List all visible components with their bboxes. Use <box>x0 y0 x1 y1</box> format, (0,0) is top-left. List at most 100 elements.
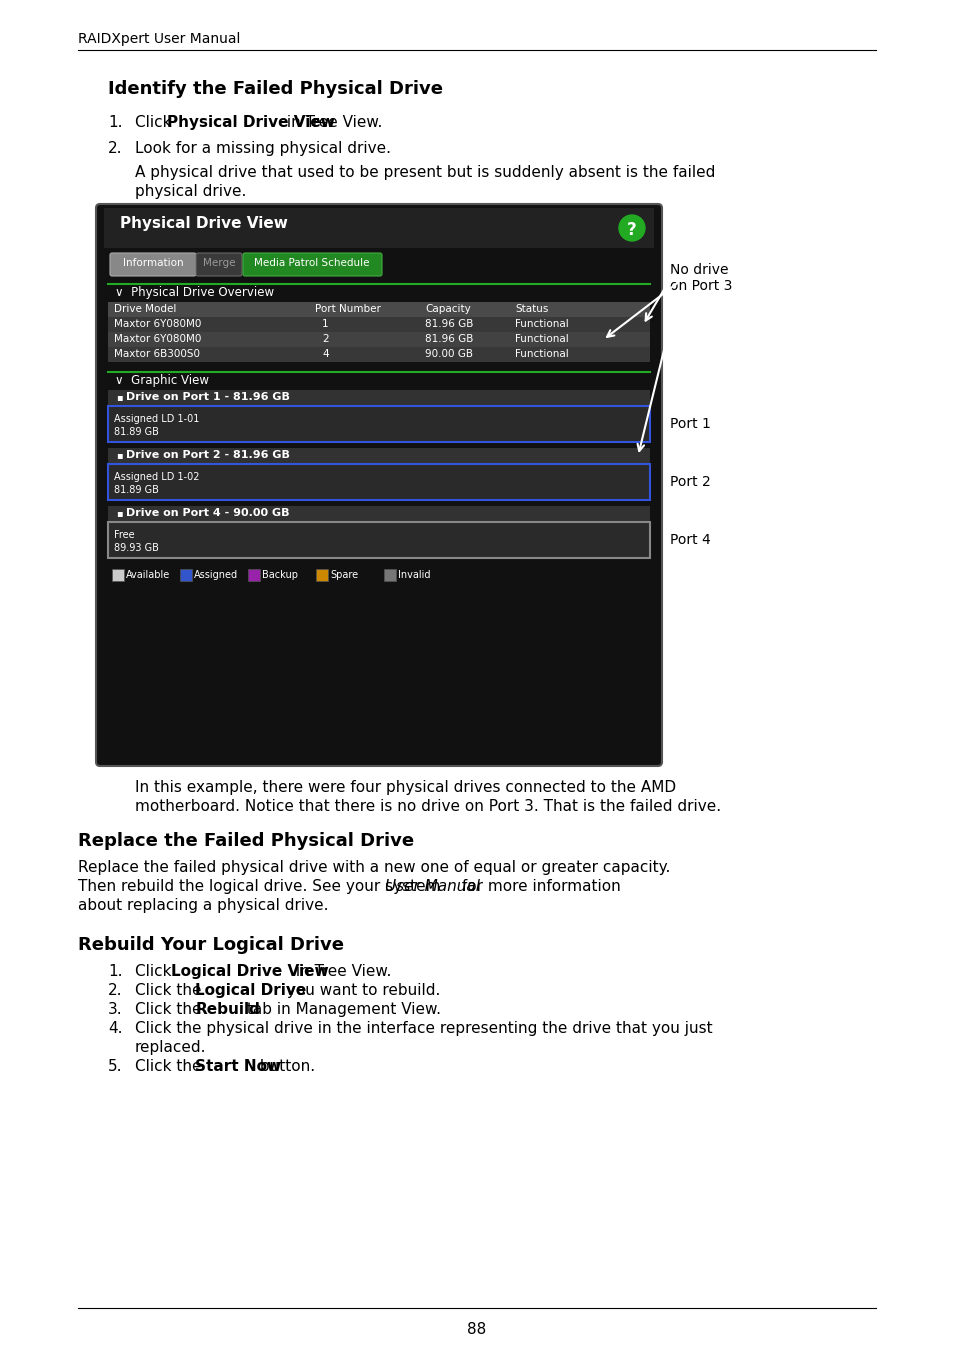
Text: Functional: Functional <box>515 349 568 360</box>
Text: Identify the Failed Physical Drive: Identify the Failed Physical Drive <box>108 80 442 97</box>
Text: Click the: Click the <box>135 1059 206 1073</box>
Bar <box>315 569 328 581</box>
Text: Available: Available <box>126 571 170 580</box>
Text: Merge: Merge <box>203 258 235 268</box>
Text: you want to rebuild.: you want to rebuild. <box>282 983 440 998</box>
Text: 89.93 GB: 89.93 GB <box>113 544 159 553</box>
Text: ?: ? <box>626 220 637 239</box>
Text: Click: Click <box>135 115 176 130</box>
Text: Logical Drive View: Logical Drive View <box>172 964 329 979</box>
Text: 81.96 GB: 81.96 GB <box>424 319 473 329</box>
Bar <box>104 208 654 247</box>
Text: Maxtor 6B300S0: Maxtor 6B300S0 <box>113 349 200 360</box>
Bar <box>108 347 649 362</box>
Text: Status: Status <box>515 304 548 314</box>
Text: Spare: Spare <box>330 571 357 580</box>
Bar <box>108 406 649 442</box>
Text: for more information: for more information <box>456 879 620 894</box>
Text: ▪: ▪ <box>116 392 123 402</box>
FancyBboxPatch shape <box>96 204 661 767</box>
FancyBboxPatch shape <box>243 253 381 276</box>
Bar <box>108 333 649 347</box>
Text: Free: Free <box>113 530 134 539</box>
FancyBboxPatch shape <box>195 253 242 276</box>
Text: 81.89 GB: 81.89 GB <box>113 427 159 437</box>
Text: Port Number: Port Number <box>314 304 380 314</box>
Text: Replace the failed physical drive with a new one of equal or greater capacity.: Replace the failed physical drive with a… <box>78 860 670 875</box>
Text: Maxtor 6Y080M0: Maxtor 6Y080M0 <box>113 334 201 343</box>
Text: tab in Management View.: tab in Management View. <box>242 1002 440 1017</box>
Bar <box>180 569 192 581</box>
Text: Port 1: Port 1 <box>669 416 710 431</box>
Text: No drive
on Port 3: No drive on Port 3 <box>669 264 732 293</box>
Text: Start Now: Start Now <box>195 1059 281 1073</box>
Text: 4.: 4. <box>108 1021 122 1036</box>
Bar <box>108 464 649 500</box>
FancyBboxPatch shape <box>110 253 195 276</box>
Text: Physical Drive View: Physical Drive View <box>120 216 288 231</box>
Text: Functional: Functional <box>515 334 568 343</box>
Text: Invalid: Invalid <box>397 571 430 580</box>
Circle shape <box>618 215 644 241</box>
Text: ∨  Physical Drive Overview: ∨ Physical Drive Overview <box>115 287 274 299</box>
Text: Assigned LD 1-02: Assigned LD 1-02 <box>113 472 199 483</box>
Bar <box>112 569 124 581</box>
Text: Then rebuild the logical drive. See your system: Then rebuild the logical drive. See your… <box>78 879 445 894</box>
Text: Port 4: Port 4 <box>669 533 710 548</box>
Text: Drive on Port 1 - 81.96 GB: Drive on Port 1 - 81.96 GB <box>126 392 290 402</box>
Text: 81.96 GB: 81.96 GB <box>424 334 473 343</box>
Text: Media Patrol Schedule: Media Patrol Schedule <box>254 258 370 268</box>
Bar <box>248 569 260 581</box>
Text: physical drive.: physical drive. <box>135 184 246 199</box>
Text: 2.: 2. <box>108 983 122 998</box>
Text: Functional: Functional <box>515 319 568 329</box>
Text: motherboard. Notice that there is no drive on Port 3. That is the failed drive.: motherboard. Notice that there is no dri… <box>135 799 720 814</box>
Text: Look for a missing physical drive.: Look for a missing physical drive. <box>135 141 391 155</box>
Text: Replace the Failed Physical Drive: Replace the Failed Physical Drive <box>78 831 414 850</box>
Text: ▪: ▪ <box>116 450 123 460</box>
Bar <box>384 569 395 581</box>
Text: 81.89 GB: 81.89 GB <box>113 485 159 495</box>
Bar <box>108 522 649 558</box>
Text: Assigned: Assigned <box>193 571 238 580</box>
Text: 5.: 5. <box>108 1059 122 1073</box>
Bar <box>108 448 649 464</box>
Text: Rebuild Your Logical Drive: Rebuild Your Logical Drive <box>78 936 344 955</box>
Text: Assigned LD 1-01: Assigned LD 1-01 <box>113 414 199 425</box>
Text: Port 2: Port 2 <box>669 475 710 489</box>
Text: 1.: 1. <box>108 964 122 979</box>
Text: Click the: Click the <box>135 1002 206 1017</box>
Text: In this example, there were four physical drives connected to the AMD: In this example, there were four physica… <box>135 780 676 795</box>
Text: Maxtor 6Y080M0: Maxtor 6Y080M0 <box>113 319 201 329</box>
Text: in Tree View.: in Tree View. <box>282 115 382 130</box>
Text: Drive on Port 4 - 90.00 GB: Drive on Port 4 - 90.00 GB <box>126 508 289 518</box>
Text: replaced.: replaced. <box>135 1040 206 1055</box>
Text: 2: 2 <box>322 334 328 343</box>
Text: Click the physical drive in the interface representing the drive that you just: Click the physical drive in the interfac… <box>135 1021 712 1036</box>
Text: 1: 1 <box>322 319 328 329</box>
Text: User Manual: User Manual <box>385 879 479 894</box>
Text: 90.00 GB: 90.00 GB <box>424 349 473 360</box>
Text: Click the: Click the <box>135 983 206 998</box>
Text: Logical Drive: Logical Drive <box>195 983 307 998</box>
Bar <box>108 301 649 316</box>
Text: 3.: 3. <box>108 1002 123 1017</box>
Text: Click: Click <box>135 964 176 979</box>
Text: Drive Model: Drive Model <box>113 304 176 314</box>
Bar <box>108 389 649 406</box>
Text: ∨  Graphic View: ∨ Graphic View <box>115 375 209 387</box>
Text: 88: 88 <box>467 1322 486 1337</box>
Text: 2.: 2. <box>108 141 122 155</box>
Text: A physical drive that used to be present but is suddenly absent is the failed: A physical drive that used to be present… <box>135 165 715 180</box>
Text: button.: button. <box>255 1059 315 1073</box>
Text: RAIDXpert User Manual: RAIDXpert User Manual <box>78 32 240 46</box>
Bar <box>108 506 649 522</box>
Text: in Tree View.: in Tree View. <box>291 964 391 979</box>
Text: Capacity: Capacity <box>424 304 470 314</box>
Text: 4: 4 <box>322 349 328 360</box>
Text: ▪: ▪ <box>116 508 123 518</box>
Text: Drive on Port 2 - 81.96 GB: Drive on Port 2 - 81.96 GB <box>126 450 290 460</box>
Text: 1.: 1. <box>108 115 122 130</box>
Text: Rebuild: Rebuild <box>195 1002 260 1017</box>
Text: Information: Information <box>123 258 183 268</box>
